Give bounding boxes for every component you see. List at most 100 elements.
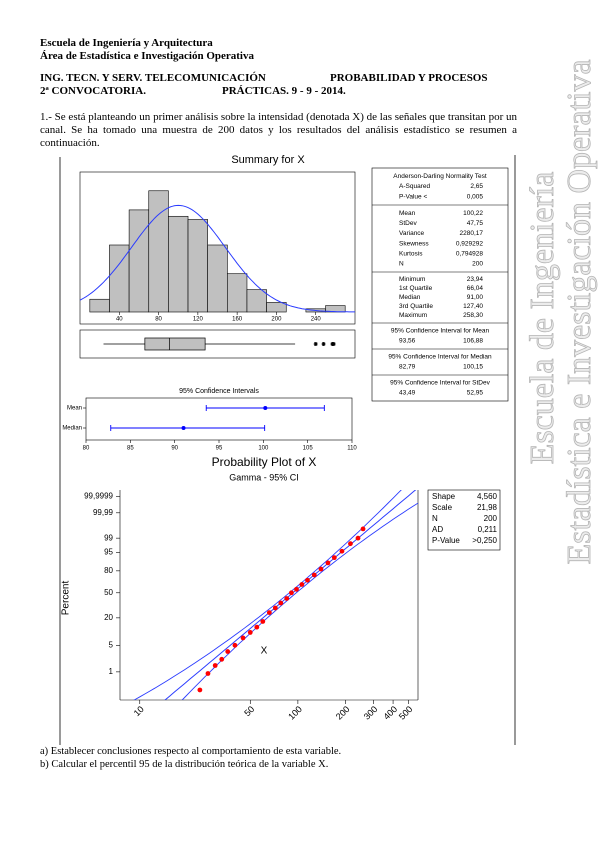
histogram-bar [168,215,189,313]
row-label: A-Squared [399,183,430,190]
data-point [219,656,225,662]
watermark: Escuela de Ingeniería [524,172,561,465]
row-label: N [399,261,404,268]
chart-title: Summary for X [231,154,305,166]
row-value: 0,005 [467,194,484,201]
x-tick-label: 120 [193,317,204,323]
data-point [240,635,246,641]
row-value: 100,22 [463,210,483,217]
stat-name: Scale [432,503,453,512]
stat-value: 0,211 [478,525,498,534]
x-tick-label: 500 [397,704,415,722]
x-tick-label: 240 [311,317,322,323]
x-tick-label: 10 [132,704,146,718]
row-label: Maximum [399,312,427,319]
statement: 1.- Se está planteando un primer análisi… [40,111,517,149]
degree: ING. TECN. Y SERV. TELECOMUNICACIÓN [40,72,266,84]
normal-fit [79,204,355,313]
estimate [263,406,268,410]
row-label: Skewness [399,240,429,247]
row-label: P-Value < [399,194,427,201]
row-value: 127,40 [463,303,483,310]
stat-name: P-Value [432,536,460,545]
histogram-bar [246,289,267,313]
chart-title: Probability Plot of X [212,455,317,469]
data-point [311,572,317,578]
data-point [260,619,266,624]
y-tick-label: 1 [109,667,114,676]
data-point [212,663,218,668]
row-value: 0,794928 [456,250,483,257]
x-tick-label: 50 [242,704,256,718]
data-point [305,577,310,583]
plot-frame [79,329,356,359]
y-tick-label: 80 [104,566,113,575]
question: b) Calcular el percentil 95 de la distri… [40,759,329,770]
stat-value: 4,560 [477,492,498,501]
stat-name: Shape [432,492,456,501]
chart-subtitle: Gamma - 95% CI [229,472,299,482]
y-tick-label: 95 [104,547,113,556]
category-label: Median [62,426,82,432]
section-title: Anderson-Darling Normality Test [393,173,487,180]
stat-name: AD [432,525,443,534]
call: 2ª CONVOCATORIA. [40,85,146,97]
section-title: 95% Confidence Interval for StDev [390,380,490,387]
data-point [232,642,238,648]
plot-frame [85,397,353,441]
y-tick-label: 5 [109,640,114,649]
data-point [278,600,284,606]
section-title: 95% Confidence Interval for Median [388,354,492,361]
histogram-bar [266,302,287,313]
box [144,337,206,351]
row-value: 66,04 [467,285,484,292]
data-point [299,582,305,587]
school: Escuela de Ingeniería y Arquitectura [40,37,213,49]
category-label: Mean [67,406,82,412]
histogram-bar [227,273,248,313]
data-point [331,555,337,561]
row-value: 2,65 [470,183,483,190]
x-tick-label: 95 [216,446,223,452]
data-point [197,687,203,693]
x-tick-label: 400 [381,704,399,722]
y-tick-label: 99,9999 [84,492,113,501]
row-label: 93,56 [399,338,416,345]
y-tick-label: 20 [104,613,113,622]
data-point [247,630,253,635]
row-label: 3rd Quartile [399,303,433,310]
subject: PROBABILIDAD Y PROCESOS [330,72,488,84]
histogram-bar [128,209,150,313]
row-label: Mean [399,210,416,217]
data-point [318,566,324,572]
x-tick-label: 160 [232,317,243,323]
data-point [294,586,299,592]
x-tick-label: 110 [347,446,357,452]
histogram-bar [89,298,110,313]
stat-value: >0,250 [472,536,497,545]
data-point [348,541,353,547]
row-value: 200 [472,261,483,268]
y-axis-label: Percent [61,581,72,616]
histogram-bar [187,219,208,313]
row-value: 47,75 [467,220,484,227]
y-tick-label: 99,99 [93,508,114,517]
data-point [266,610,272,615]
data-point [289,590,294,596]
histogram-bar [207,244,228,313]
x-tick-label: 200 [271,317,282,323]
practice: PRÁCTICAS. 9 - 9 - 2014. [222,85,346,97]
data-point [254,624,260,630]
row-value: 106,88 [463,338,483,345]
outlier [321,342,326,346]
x-tick-label: 85 [127,446,134,452]
row-value: 91,00 [467,294,484,301]
data-point [284,596,290,601]
x-tick-label: 80 [83,446,90,452]
data-point [360,526,366,532]
estimate [181,426,186,430]
plot-frame [79,171,356,325]
row-label: StDev [399,220,417,227]
data-point [272,605,278,611]
